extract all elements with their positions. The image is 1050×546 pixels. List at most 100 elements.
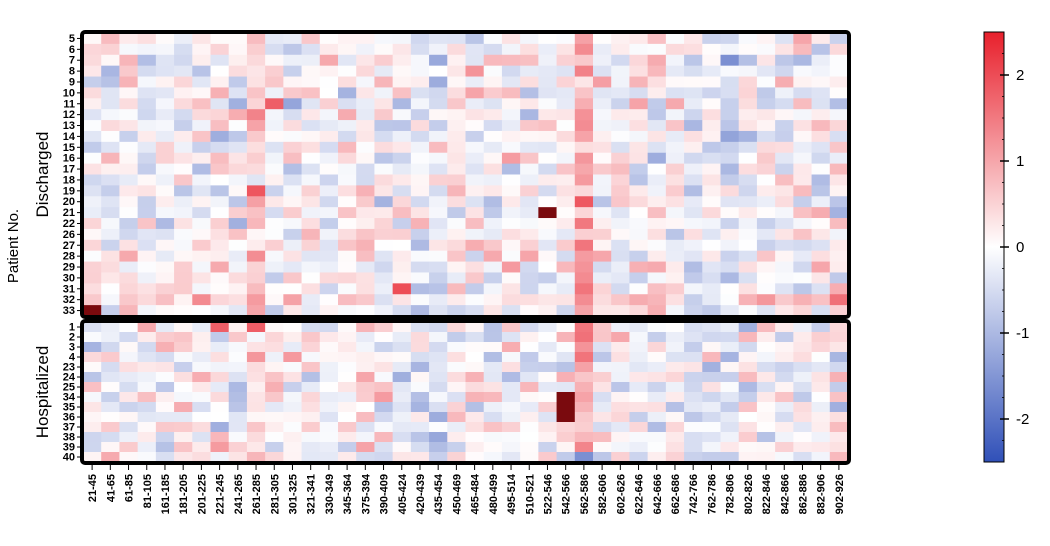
heatmap-cell [738, 185, 758, 197]
heatmap-cell [483, 382, 503, 393]
heatmap-cell [210, 141, 230, 154]
panel-frame [80, 319, 851, 465]
heatmap-cell [574, 452, 594, 463]
heatmap-cell [720, 261, 740, 273]
heatmap-cell [483, 402, 503, 413]
heatmap-cell [593, 98, 612, 110]
x-tick-label: 420-439 [415, 474, 427, 514]
heatmap-cell [465, 33, 485, 45]
heatmap-cell [319, 185, 339, 197]
heatmap-cell [338, 207, 357, 219]
heatmap-cell [319, 109, 339, 121]
heatmap-cell [374, 442, 394, 453]
heatmap-cell [465, 65, 485, 77]
heatmap-cell [210, 442, 230, 453]
heatmap-cell [538, 442, 557, 453]
heatmap-cell [101, 54, 120, 67]
heatmap-cell [101, 120, 120, 132]
x-tick-label: 21-45 [87, 474, 99, 502]
heatmap-cell [192, 261, 211, 273]
heatmap-cell [429, 98, 448, 110]
heatmap-cell [338, 422, 357, 433]
heatmap-cell [793, 218, 812, 230]
heatmap-cell [647, 382, 667, 393]
heatmap-cell [501, 372, 521, 383]
heatmap-cell [174, 382, 193, 393]
heatmap-cell [101, 272, 120, 284]
heatmap-cell [702, 130, 721, 143]
heatmap-cell [392, 305, 412, 317]
heatmap-cell [775, 141, 794, 154]
heatmap-cell [738, 283, 758, 295]
heatmap-cell [702, 65, 721, 77]
heatmap-cell [155, 261, 175, 273]
heatmap-cell [501, 196, 521, 208]
heatmap-cell [684, 402, 703, 413]
heatmap-cell [684, 130, 703, 143]
x-tick-label: 510-521 [524, 474, 536, 514]
heatmap-cell [465, 422, 485, 433]
heatmap-cell [101, 382, 120, 393]
heatmap-cell [811, 452, 831, 463]
heatmap-cell [356, 261, 375, 273]
heatmap-cell [246, 239, 266, 252]
heatmap-cell [556, 207, 576, 219]
heatmap-cell [556, 218, 576, 230]
heatmap-cell [647, 272, 667, 284]
heatmap-cell [119, 43, 139, 56]
heatmap-cell [392, 402, 412, 413]
heatmap-cell [374, 283, 394, 295]
heatmap-cell [210, 272, 230, 284]
heatmap-cell [137, 352, 157, 363]
heatmap-cell [301, 141, 321, 154]
heatmap-cell [629, 362, 649, 373]
heatmap-cell [265, 43, 284, 56]
heatmap-cell [629, 422, 649, 433]
heatmap-cell [684, 261, 703, 273]
heatmap-cell [756, 392, 776, 403]
heatmap-cell [410, 196, 430, 208]
heatmap-cell [429, 432, 448, 443]
heatmap-cell [101, 332, 120, 343]
heatmap-cell [738, 65, 758, 77]
heatmap-cell [210, 294, 230, 306]
heatmap-cell [756, 218, 776, 230]
heatmap-cell [210, 43, 230, 56]
heatmap-cell [410, 239, 430, 252]
heatmap-cell [265, 130, 284, 143]
heatmap-cell [228, 207, 248, 219]
heatmap-cell [574, 442, 594, 453]
heatmap-cell [538, 261, 557, 273]
heatmap-cell [665, 152, 685, 165]
heatmap-cell [101, 152, 120, 165]
heatmap-cell [338, 382, 357, 393]
heatmap-cell [210, 322, 230, 333]
heatmap-cell [392, 283, 412, 295]
heatmap-cell [338, 402, 357, 413]
heatmap-cell [228, 322, 248, 333]
heatmap-cell [665, 43, 685, 56]
heatmap-cell [611, 239, 630, 252]
heatmap-cell [228, 442, 248, 453]
heatmap-cell [155, 392, 175, 403]
heatmap-cell [483, 218, 503, 230]
heatmap-cell [356, 98, 375, 110]
heatmap-cell [611, 294, 630, 306]
heatmap-cell [192, 432, 211, 443]
x-tick-label: 330-349 [324, 474, 336, 514]
heatmap-cell [501, 185, 521, 197]
heatmap-cell [83, 442, 102, 453]
heatmap-cell [392, 218, 412, 230]
heatmap-cell [283, 43, 302, 56]
heatmap-cell [647, 305, 667, 317]
heatmap-cell [556, 372, 576, 383]
heatmap-cell [119, 98, 139, 110]
heatmap-cell [447, 261, 466, 273]
heatmap-cell [665, 362, 685, 373]
heatmap-cell [356, 294, 375, 306]
heatmap-cell [665, 207, 685, 219]
heatmap-cell [775, 250, 794, 262]
heatmap-cell [829, 412, 849, 423]
heatmap-cell [829, 342, 849, 353]
heatmap-cell [465, 130, 485, 143]
